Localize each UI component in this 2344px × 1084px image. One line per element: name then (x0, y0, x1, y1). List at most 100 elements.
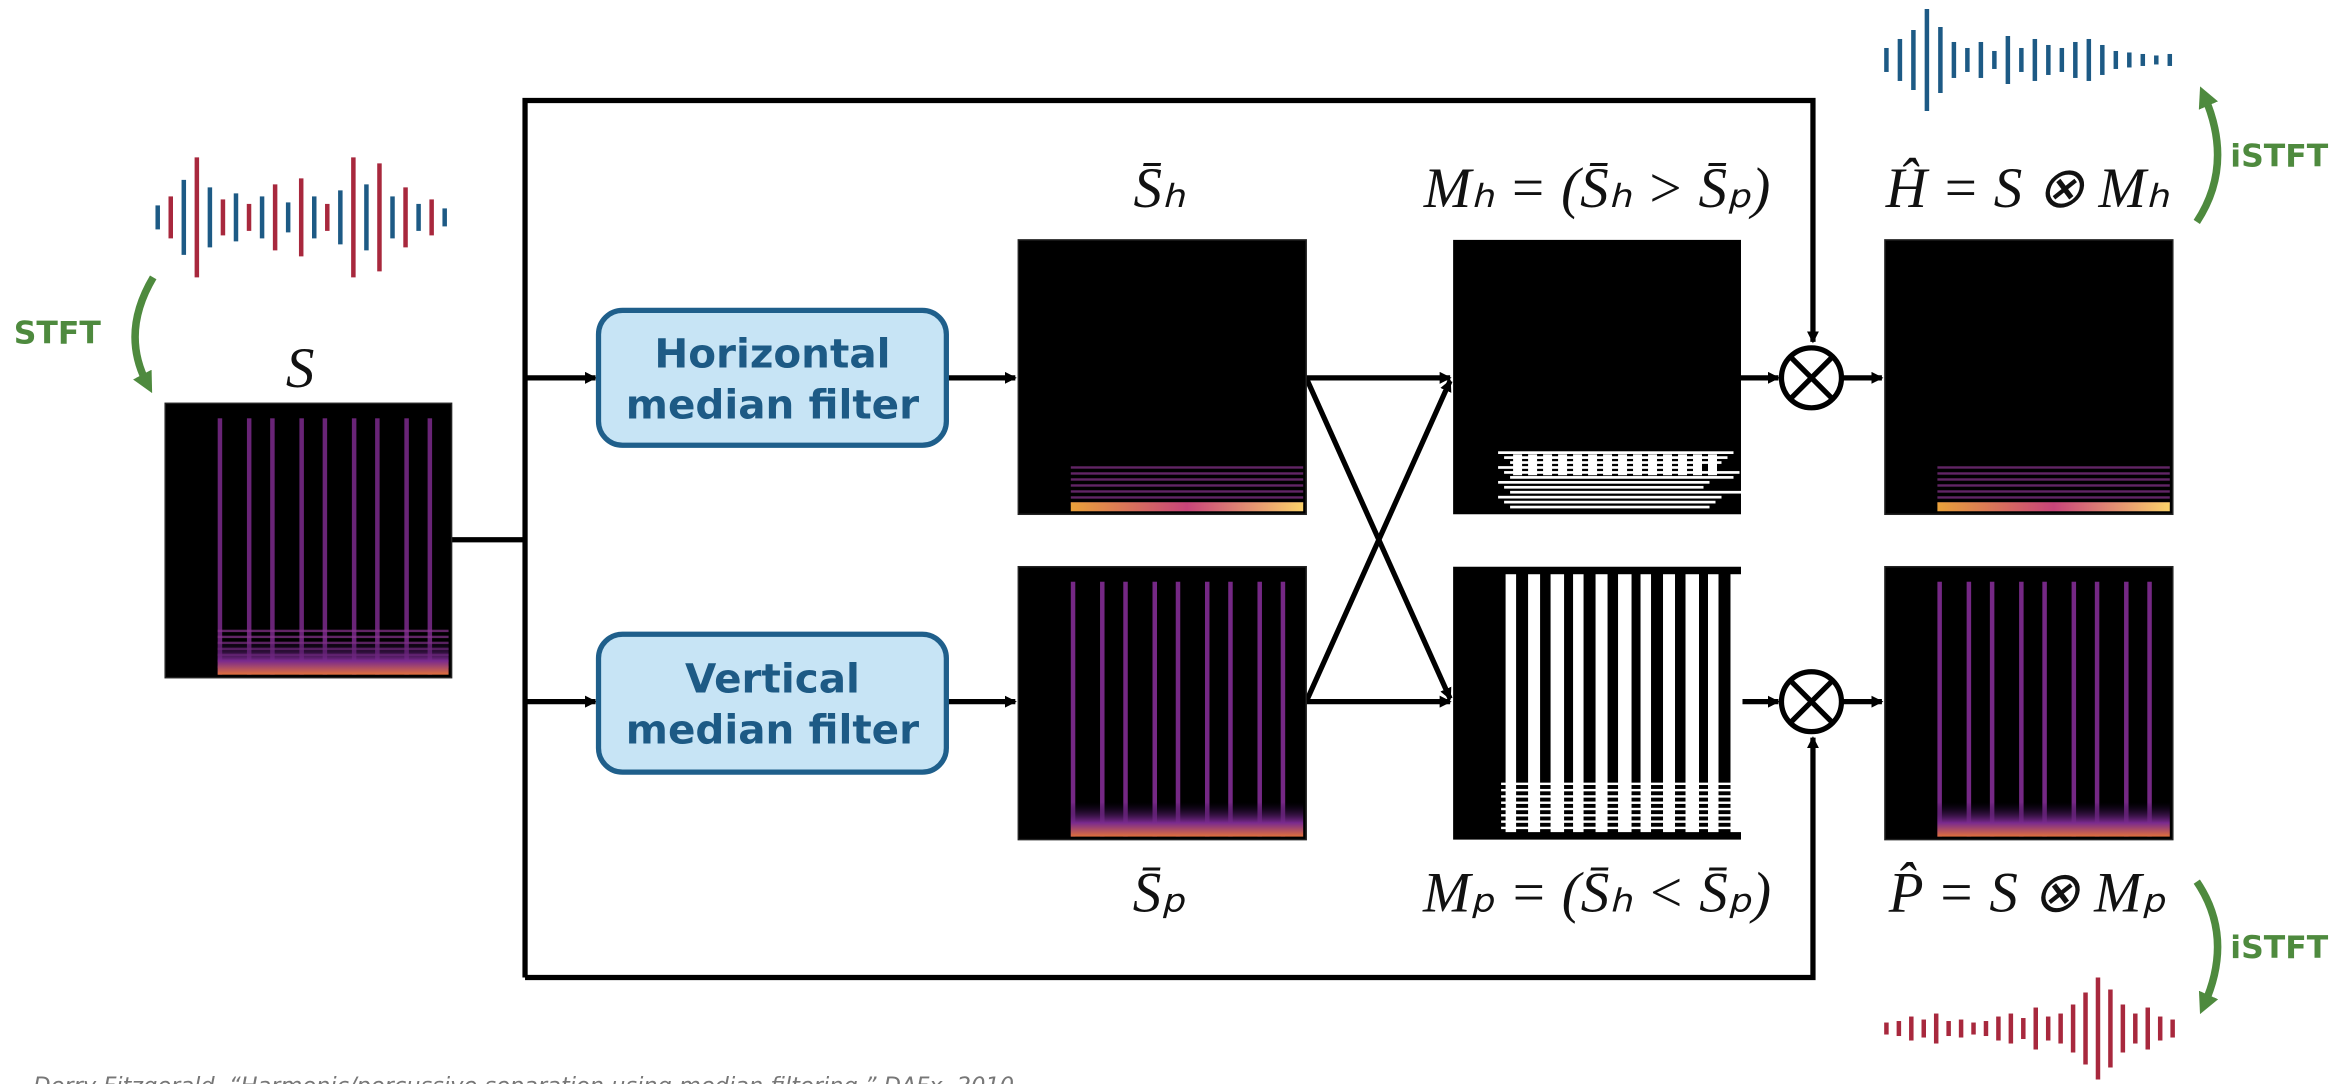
onset (1176, 582, 1180, 837)
spectrogram (1885, 567, 2173, 840)
mask-on (1501, 814, 1735, 816)
partial (1937, 496, 2169, 498)
partial (218, 630, 449, 632)
low-band (1071, 802, 1303, 836)
mask-on (1596, 574, 1608, 832)
mask-on (1633, 454, 1642, 475)
istft-arrow (2197, 882, 2218, 1005)
wires (452, 100, 1882, 977)
onset (1967, 582, 1971, 837)
partial (218, 636, 449, 638)
citation: Derry Fitzgerald, “Harmonic/percussive s… (33, 1073, 1014, 1084)
onset (2095, 582, 2099, 837)
output-label: Ĥ = S ⊗ Mₕ (1885, 157, 2170, 220)
partial (1937, 484, 2169, 486)
onset (1990, 582, 1994, 837)
mask-on (1678, 454, 1687, 475)
mask-label: Mₕ = (S̄ₕ > S̄ₚ) (1423, 157, 1771, 220)
mask-on (1558, 454, 1567, 475)
onset (1937, 582, 1941, 837)
istft-arrow (2197, 96, 2218, 222)
mask-on (1648, 454, 1657, 475)
mask-on (1708, 574, 1718, 832)
mask-on (1510, 476, 1733, 479)
onset (1257, 582, 1261, 837)
onset (2042, 582, 2046, 837)
mask-on (1498, 451, 1733, 454)
mask-on (1501, 802, 1735, 804)
onset (1123, 582, 1127, 837)
partial (1937, 466, 2169, 468)
onset (1100, 582, 1104, 837)
mask-on (1693, 454, 1702, 475)
partial (1937, 472, 2169, 474)
mask-on (1618, 574, 1631, 832)
partial (1071, 490, 1303, 492)
filter-label: median filter (626, 706, 919, 754)
mask-on (1573, 574, 1583, 832)
page: {"input": {"label": "S", "transform": "S… (0, 0, 2344, 1084)
mask-on (1504, 501, 1715, 504)
mask-on (1510, 506, 1709, 509)
onset (2147, 582, 2151, 837)
mask-on (1501, 820, 1735, 822)
diagram: Horizontal median filter Vertical median… (0, 0, 2344, 1084)
mask-on (1506, 574, 1516, 832)
mask-on (1618, 454, 1627, 475)
filter-output-label: S̄ₕ (1133, 157, 1185, 220)
partial (1071, 496, 1303, 498)
mask-on (1543, 454, 1552, 475)
mask-on (1501, 827, 1735, 829)
filter-label: Vertical (685, 655, 860, 703)
output-label: P̂ = S ⊗ Mₚ (1888, 862, 2167, 925)
partial (1071, 466, 1303, 468)
mask-on (1504, 486, 1703, 489)
transform-label: iSTFT (2230, 138, 2328, 174)
onset (2019, 582, 2023, 837)
mask-on (1588, 454, 1597, 475)
mask-on (1498, 481, 1709, 484)
mask-label: Mₚ = (S̄ₕ < S̄ₚ) (1422, 862, 1771, 925)
filter-label: Horizontal (654, 329, 890, 377)
low-band (1937, 502, 2169, 511)
onset (2124, 582, 2128, 837)
input-label: S (286, 337, 314, 400)
filter-label: median filter (626, 380, 919, 428)
mask-on (1513, 454, 1522, 475)
onset (1228, 582, 1232, 837)
mask-on (1641, 574, 1651, 832)
low-band (1937, 802, 2169, 836)
mask-on (1501, 795, 1735, 797)
partial (1071, 484, 1303, 486)
low-band (218, 640, 449, 674)
multiply-nodes (1781, 348, 1841, 732)
mask-on (1708, 454, 1717, 475)
onset (1205, 582, 1209, 837)
mask-on (1551, 574, 1564, 832)
onset (2072, 582, 2076, 837)
partial (1071, 472, 1303, 474)
mask-on (1663, 574, 1675, 832)
mask-on (1603, 454, 1612, 475)
mask-on (1528, 454, 1537, 475)
partial (1937, 490, 2169, 492)
mask-on (1510, 491, 1745, 494)
transform-label: STFT (14, 315, 102, 351)
onset (1153, 582, 1157, 837)
mask-on (1686, 574, 1699, 832)
partial (1071, 478, 1303, 480)
mask-on (1510, 461, 1721, 464)
partial (1937, 478, 2169, 480)
filter-output-label: S̄ₚ (1133, 862, 1186, 925)
onset (1071, 582, 1075, 837)
mask-on (1730, 574, 1742, 832)
mask-on (1501, 783, 1735, 785)
onset (1281, 582, 1285, 837)
mask-on (1498, 496, 1721, 499)
mask-on (1573, 454, 1582, 475)
mask-on (1663, 454, 1672, 475)
low-band (1071, 502, 1303, 511)
mask-on (1501, 808, 1735, 810)
transform-label: iSTFT (2230, 930, 2328, 966)
stft-arrow (135, 277, 153, 383)
